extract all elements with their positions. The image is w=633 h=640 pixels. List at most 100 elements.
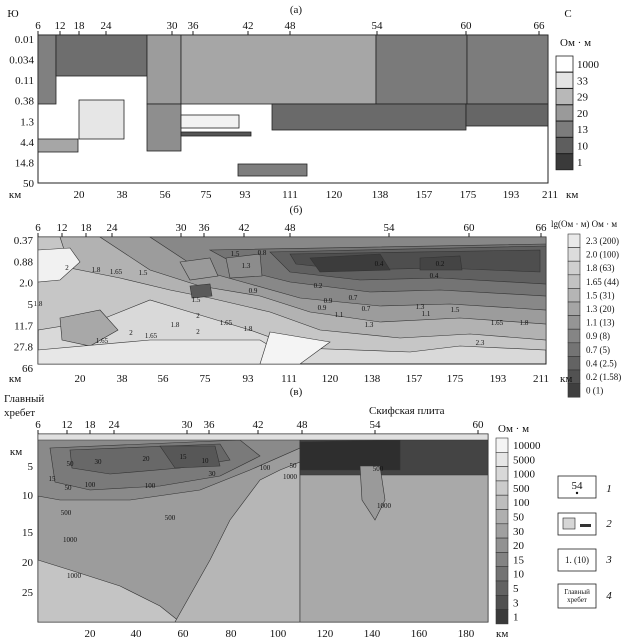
legend-swatch	[555, 55, 574, 73]
legend-unit-label: Ом · м	[560, 37, 591, 49]
depth-tick-label: 20	[22, 557, 34, 569]
panel-b-label: (б)	[290, 204, 303, 216]
legend-swatch	[555, 120, 574, 138]
depth-tick-label: 5	[28, 461, 34, 473]
legend-swatch	[555, 88, 574, 105]
distance-tick-label: 160	[411, 628, 428, 640]
resistivity-block	[180, 34, 377, 105]
key-index-label: 2	[606, 518, 612, 530]
contour-value-label: 0.8	[258, 249, 267, 257]
resistivity-contour-region	[179, 257, 219, 281]
depth-tick-label: 14.8	[15, 157, 35, 169]
depth-tick-label: 0.01	[15, 34, 34, 46]
contour-value-label: 1.1	[422, 310, 431, 318]
contour-value-label: 1.65	[145, 332, 158, 340]
distance-tick-label: 20	[75, 373, 87, 385]
contour-value-label: 50	[67, 460, 75, 468]
key-thin-layer-icon	[580, 524, 591, 527]
contour-value-label: 0.2	[314, 282, 323, 290]
key-index-label: 3	[605, 554, 612, 566]
legend-swatch	[495, 509, 509, 525]
contour-value-label: 1.8	[520, 319, 529, 327]
distance-tick-label: 38	[117, 189, 129, 201]
profile-tick-label: 54	[384, 222, 396, 234]
contour-value-label: 30	[209, 470, 217, 478]
contour-value-label: 100	[145, 482, 156, 490]
contour-value-label: 15	[49, 475, 57, 483]
distance-tick-label: 157	[406, 373, 423, 385]
direction-north-label: С	[564, 8, 571, 20]
contour-value-label: 1.5	[451, 306, 460, 314]
profile-tick-label: 18	[74, 20, 86, 32]
resistivity-contour-region	[189, 283, 213, 299]
profile-tick-label: 42	[243, 20, 254, 32]
key-block-icon	[562, 517, 576, 530]
legend-value-label: 1.65 (44)	[586, 277, 619, 287]
y-unit-label: км	[9, 373, 21, 385]
depth-tick-label: 11.7	[14, 320, 33, 332]
profile-tick-label: 30	[167, 20, 179, 32]
profile-tick-label: 48	[285, 222, 297, 234]
panel-b	[37, 233, 581, 398]
legend-swatch	[555, 104, 574, 122]
resistivity-block	[237, 163, 308, 177]
title-left-line1: Главный	[4, 393, 44, 405]
resistivity-block	[466, 34, 549, 105]
legend-value-label: 29	[577, 92, 589, 104]
legend-swatch	[495, 594, 509, 610]
profile-tick-label: 6	[35, 419, 41, 431]
legend-value-label: 1000	[513, 469, 536, 481]
resistivity-contour-region	[37, 339, 302, 365]
legend-swatch	[567, 274, 581, 289]
distance-tick-label: 140	[364, 628, 381, 640]
key-point-icon	[575, 491, 579, 495]
legend-swatch	[495, 466, 509, 482]
legend-swatch	[495, 609, 509, 625]
distance-tick-label: 38	[117, 373, 129, 385]
direction-south-label: Ю	[7, 8, 18, 20]
legend-value-label: 3	[513, 597, 519, 609]
panel-c-label: (в)	[290, 386, 303, 398]
key-title-line: Главный	[564, 588, 590, 596]
legend-swatch	[567, 356, 581, 371]
contour-value-label: 1.65	[220, 319, 233, 327]
legend-title-label: lg(Ом · м) Ом · м	[551, 219, 617, 229]
depth-tick-label: 25	[22, 587, 34, 599]
resistivity-contour-region	[299, 454, 489, 623]
legend-value-label: 20	[513, 540, 525, 552]
contour-value-label: 1.8	[171, 321, 180, 329]
depth-tick-label: 4.4	[20, 137, 34, 149]
profile-tick-label: 54	[372, 20, 384, 32]
profile-tick-label: 54	[370, 419, 382, 431]
contour-value-label: 1.8	[92, 266, 101, 274]
panel-a	[37, 31, 574, 184]
depth-tick-label: 0.38	[15, 96, 35, 108]
contour-value-label: 2	[196, 312, 200, 320]
contour-value-label: 0.7	[349, 294, 358, 302]
contour-value-label: 1000	[377, 502, 392, 510]
resistivity-block	[180, 114, 240, 129]
resistivity-contour-region	[259, 331, 331, 365]
x-unit-label: км	[566, 189, 578, 201]
legend-swatch	[555, 153, 574, 171]
legend-value-label: 1.3 (20)	[586, 304, 615, 314]
resistivity-block	[55, 34, 148, 77]
legend-value-label: 2.3 (200)	[586, 236, 619, 246]
legend-swatch	[495, 523, 509, 539]
legend-value-label: 1.5 (31)	[586, 290, 615, 300]
legend-value-label: 1.1 (13)	[586, 318, 615, 328]
key-box	[557, 583, 597, 609]
legend-swatch	[495, 566, 509, 582]
contour-value-label: 500	[373, 465, 384, 473]
resistivity-contour-region	[359, 465, 386, 521]
profile-tick-label: 36	[204, 419, 216, 431]
legend-value-label: 1	[513, 612, 519, 624]
legend-value-label: 33	[577, 75, 589, 87]
resistivity-contour-region	[225, 253, 263, 279]
title-left-line2: хребет	[4, 407, 35, 419]
contour-value-label: 500	[165, 514, 176, 522]
legend-value-label: 15	[513, 554, 525, 566]
legend-swatch	[567, 247, 581, 262]
legend-value-label: 20	[577, 108, 589, 120]
profile-tick-label: 30	[182, 419, 194, 431]
